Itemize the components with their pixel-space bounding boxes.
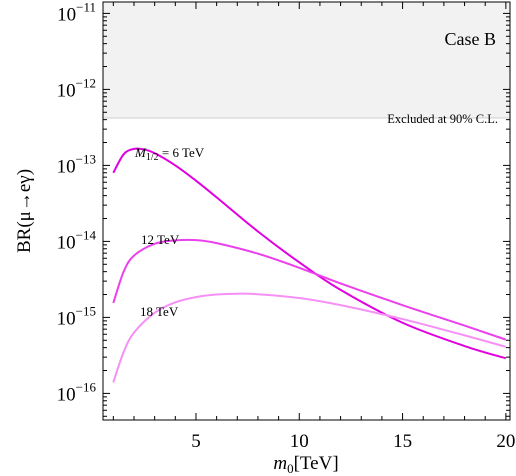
x-tick-label: 15	[393, 431, 412, 452]
y-tick-exponent: −16	[76, 379, 97, 394]
y-tick-label: 10−16	[57, 379, 97, 405]
series-line-1	[112, 238, 507, 341]
series-label-18tev: 18 TeV	[140, 304, 179, 319]
case-label: Case B	[445, 29, 497, 49]
x-axis-label: m0[TeV]	[273, 453, 338, 476]
series-line-0	[112, 147, 507, 360]
series-line-2	[112, 292, 507, 383]
y-tick-exponent: −14	[76, 227, 97, 242]
y-tick-label: 10−11	[57, 0, 96, 25]
excluded-region	[103, 2, 510, 119]
x-tick-label: 20	[496, 431, 515, 452]
x-tick-label: 10	[290, 431, 309, 452]
y-tick-label: 10−15	[57, 303, 96, 329]
y-tick-exponent: −13	[76, 151, 96, 166]
y-axis-label: BR(μ→eγ)	[14, 169, 35, 253]
y-tick-label: 10−14	[57, 227, 97, 253]
excluded-label: Excluded at 90% C.L.	[387, 112, 498, 126]
plot-frame	[102, 1, 511, 421]
y-tick-exponent: −15	[76, 303, 96, 318]
y-tick-exponent: −12	[76, 75, 96, 90]
y-tick-exponent: −11	[76, 0, 96, 14]
y-tick-label: 10−12	[57, 75, 96, 101]
series-label-12tev: 12 TeV	[141, 232, 180, 247]
y-tick-label: 10−13	[57, 151, 96, 177]
x-tick-label: 5	[191, 431, 201, 452]
series-label-6tev: M1/2 = 6 TeV	[134, 145, 205, 163]
